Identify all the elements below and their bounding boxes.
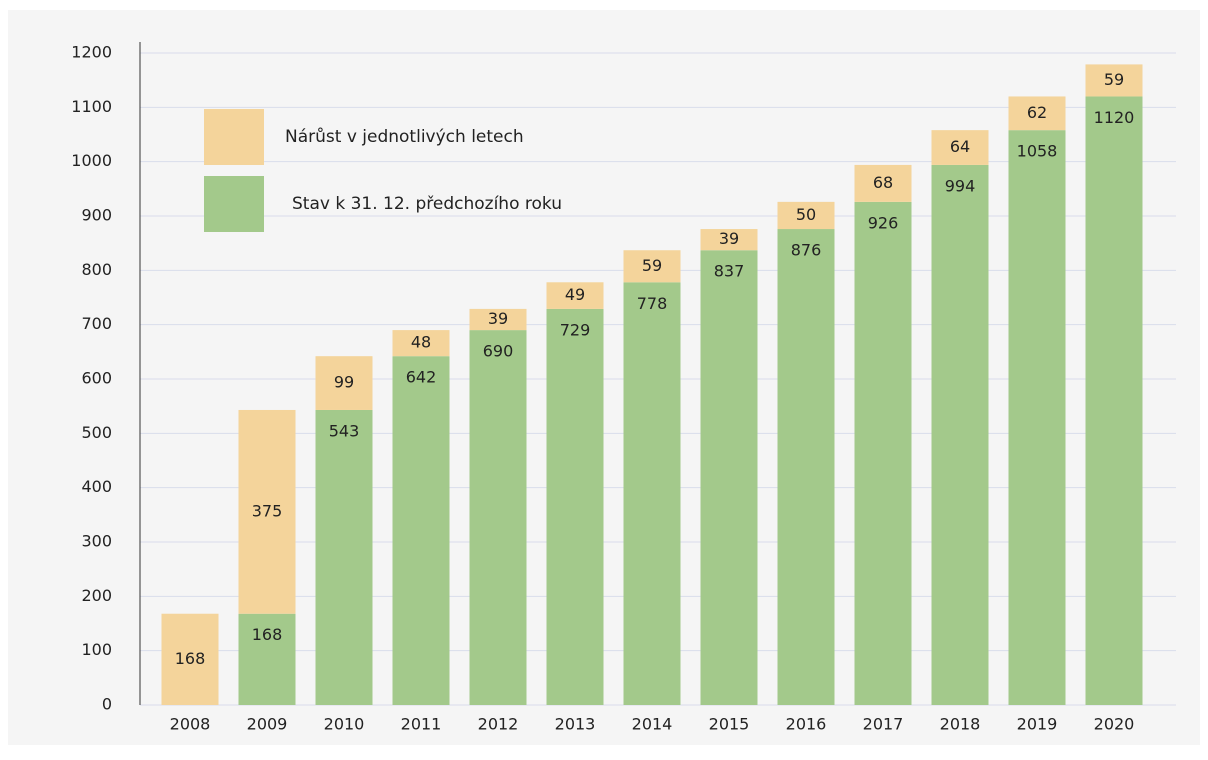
data-label: 543 bbox=[329, 421, 360, 440]
y-tick-label: 400 bbox=[81, 477, 112, 496]
x-tick-label: 2008 bbox=[170, 715, 211, 734]
x-tick-label: 2017 bbox=[863, 715, 904, 734]
y-tick-label: 1200 bbox=[71, 43, 112, 62]
data-label: 690 bbox=[483, 342, 514, 361]
data-label: 39 bbox=[488, 309, 508, 328]
y-tick-label: 0 bbox=[102, 695, 112, 714]
x-tick-label: 2018 bbox=[940, 715, 981, 734]
x-tick-label: 2019 bbox=[1017, 715, 1058, 734]
data-label: 837 bbox=[714, 262, 745, 281]
x-tick-label: 2016 bbox=[786, 715, 827, 734]
bar-segment bbox=[777, 201, 835, 230]
data-label: 1058 bbox=[1017, 142, 1058, 161]
data-label: 1120 bbox=[1094, 108, 1135, 127]
bar-segment bbox=[777, 229, 835, 706]
y-tick-label: 1000 bbox=[71, 151, 112, 170]
y-tick-label: 100 bbox=[81, 640, 112, 659]
bar-segment bbox=[469, 308, 527, 331]
bar-segment bbox=[700, 229, 758, 251]
legend-label: Stav k 31. 12. předchozího roku bbox=[292, 194, 562, 214]
data-label: 926 bbox=[868, 213, 899, 232]
data-label: 49 bbox=[565, 285, 585, 304]
bar-segment bbox=[238, 409, 296, 614]
data-label: 99 bbox=[334, 373, 354, 392]
bar-segment bbox=[1008, 130, 1066, 706]
x-tick-label: 2020 bbox=[1094, 715, 1135, 734]
y-tick-label: 200 bbox=[81, 586, 112, 605]
bar-segment bbox=[161, 613, 219, 705]
bar-segment bbox=[931, 164, 989, 706]
bar-segment bbox=[931, 130, 989, 165]
data-label: 729 bbox=[560, 320, 591, 339]
bar-segment bbox=[315, 356, 373, 410]
x-tick-label: 2009 bbox=[247, 715, 288, 734]
data-label: 68 bbox=[873, 173, 893, 192]
bar-segment bbox=[315, 409, 373, 705]
data-label: 642 bbox=[406, 368, 437, 387]
y-tick-label: 800 bbox=[81, 260, 112, 279]
bar-segment bbox=[392, 330, 450, 357]
data-label: 48 bbox=[411, 333, 431, 352]
y-tick-label: 700 bbox=[81, 314, 112, 333]
x-tick-label: 2011 bbox=[401, 715, 442, 734]
legend-swatch bbox=[204, 109, 264, 165]
data-label: 168 bbox=[175, 649, 206, 668]
legend-swatch bbox=[204, 176, 264, 232]
y-tick-label: 1100 bbox=[71, 97, 112, 116]
x-tick-label: 2010 bbox=[324, 715, 365, 734]
data-label: 168 bbox=[252, 625, 283, 644]
data-label: 64 bbox=[950, 137, 970, 156]
data-label: 39 bbox=[719, 229, 739, 248]
data-label: 62 bbox=[1027, 103, 1047, 122]
data-label: 876 bbox=[791, 241, 822, 260]
x-tick-label: 2015 bbox=[709, 715, 750, 734]
y-tick-label: 300 bbox=[81, 532, 112, 551]
bar-segment bbox=[546, 282, 604, 309]
legend-label: Nárůst v jednotlivých letech bbox=[285, 127, 524, 147]
data-label: 994 bbox=[945, 176, 976, 195]
bar-segment bbox=[623, 282, 681, 705]
x-tick-label: 2012 bbox=[478, 715, 519, 734]
data-label: 50 bbox=[796, 205, 816, 224]
bar-segment bbox=[854, 201, 912, 705]
bar-segment bbox=[1008, 96, 1066, 131]
bar-segment bbox=[238, 613, 296, 705]
data-label: 375 bbox=[252, 501, 283, 520]
bar-segment bbox=[623, 250, 681, 283]
data-label: 59 bbox=[642, 256, 662, 275]
bar-segment bbox=[392, 356, 450, 705]
x-tick-label: 2013 bbox=[555, 715, 596, 734]
bar-segment bbox=[854, 164, 912, 202]
bar-segment bbox=[1085, 64, 1143, 97]
bar-segment bbox=[700, 250, 758, 706]
y-tick-label: 500 bbox=[81, 423, 112, 442]
x-tick-label: 2014 bbox=[632, 715, 673, 734]
bar-segment bbox=[546, 308, 604, 705]
data-label: 778 bbox=[637, 294, 668, 313]
y-tick-label: 600 bbox=[81, 369, 112, 388]
data-label: 59 bbox=[1104, 70, 1124, 89]
bar-segment bbox=[469, 330, 527, 705]
y-tick-label: 900 bbox=[81, 206, 112, 225]
bar-segment bbox=[1085, 96, 1143, 705]
